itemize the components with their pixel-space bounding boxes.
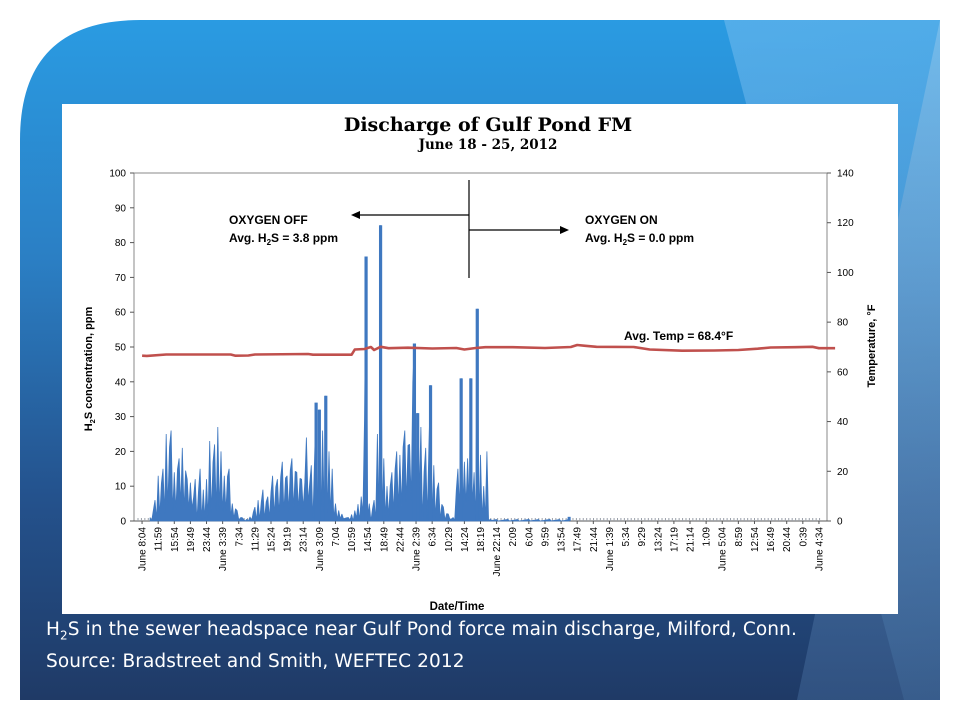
y-left-tick-label: 10 xyxy=(115,482,127,493)
x-tick-label: 10:59 xyxy=(347,527,358,552)
x-tick-label: June 22:14 xyxy=(492,527,503,577)
x-tick-label: 10:29 xyxy=(444,527,455,552)
x-tick-label: June 3:09 xyxy=(315,527,326,571)
slide-caption: H2S in the sewer headspace near Gulf Pon… xyxy=(46,617,926,675)
oxygen-off-arrowhead xyxy=(351,211,360,219)
y-left-tick-label: 60 xyxy=(115,308,127,319)
h2s-temperature-chart: Discharge of Gulf Pond FM June 18 - 25, … xyxy=(83,114,878,613)
y-right-tick-label: 100 xyxy=(837,268,854,279)
x-tick-label: 17:19 xyxy=(669,527,680,552)
y-right-tick-label: 60 xyxy=(837,367,849,378)
y-left-tick-label: 100 xyxy=(109,169,126,180)
x-tick-label: 18:19 xyxy=(476,527,487,552)
x-tick-label: 5:34 xyxy=(621,527,632,547)
y-left-tick-label: 70 xyxy=(115,273,127,284)
caption-line-1: H2S in the sewer headspace near Gulf Pon… xyxy=(46,619,797,643)
x-tick-label: 23:44 xyxy=(202,527,213,552)
x-tick-label: 11:29 xyxy=(250,527,261,552)
x-tick-label: 0:39 xyxy=(798,527,809,547)
x-tick-label: 8:59 xyxy=(734,527,745,547)
x-tick-label: 9:59 xyxy=(540,527,551,547)
y-right-tick-label: 0 xyxy=(837,517,843,528)
y-axis-right-label: Temperature, °F xyxy=(866,304,878,387)
x-tick-label: 22:44 xyxy=(395,527,406,552)
y-right-tick-label: 120 xyxy=(837,218,854,229)
x-tick-label: 14:54 xyxy=(363,527,374,552)
x-tick-label: 13:24 xyxy=(653,527,664,552)
y-left-tick-label: 30 xyxy=(115,412,127,423)
x-tick-label: 20:44 xyxy=(782,527,793,552)
h2s-series-area xyxy=(149,225,570,522)
x-tick-label: 7:34 xyxy=(234,527,245,547)
y-right-tick-label: 20 xyxy=(837,467,849,478)
x-tick-label: 23:14 xyxy=(299,527,310,552)
x-tick-label: 2:09 xyxy=(508,527,519,547)
x-tick-label: 19:49 xyxy=(186,527,197,552)
y-right-tick-label: 140 xyxy=(837,169,854,180)
x-tick-label: 12:54 xyxy=(750,527,761,552)
x-tick-label: June 2:39 xyxy=(412,527,423,571)
x-tick-label: 9:29 xyxy=(637,527,648,547)
y-left-tick-label: 90 xyxy=(115,203,127,214)
plot-area: 0 10 20 30 40 50 60 70 80 90 100 0 20 40 60 80 100 120 140… xyxy=(109,169,854,577)
y-left-tick-label: 50 xyxy=(115,343,127,354)
x-tick-label: 17:49 xyxy=(573,527,584,552)
x-tick-label: 11:59 xyxy=(154,527,165,552)
oxygen-on-title: OXYGEN ON xyxy=(585,213,658,227)
x-tick-label: 7:04 xyxy=(331,527,342,547)
y-axis-left-label: H2S concentration, ppm xyxy=(83,306,97,431)
x-tick-label: June 5:04 xyxy=(718,527,729,571)
chart-container: Discharge of Gulf Pond FM June 18 - 25, … xyxy=(62,104,898,614)
x-tick-label: 15:54 xyxy=(170,527,181,552)
x-tick-label: 14:24 xyxy=(460,527,471,552)
temperature-series-line xyxy=(142,343,836,358)
avg-temp-annotation: Avg. Temp = 68.4°F xyxy=(624,329,733,343)
x-tick-label: 1:09 xyxy=(702,527,713,547)
y-right-tick-label: 40 xyxy=(837,417,849,428)
x-tick-label: 21:44 xyxy=(589,527,600,552)
oxygen-on-arrowhead xyxy=(560,226,569,234)
oxygen-off-title: OXYGEN OFF xyxy=(229,213,308,227)
x-tick-label: 21:14 xyxy=(686,527,697,552)
y-left-tick-label: 80 xyxy=(115,238,127,249)
x-tick-label: 6:04 xyxy=(524,527,535,547)
chart-title: Discharge of Gulf Pond FM xyxy=(344,114,632,136)
oxygen-on-avg: Avg. H2S = 0.0 ppm xyxy=(585,231,694,247)
x-tick-label: June 8:04 xyxy=(138,527,149,571)
x-tick-label: 16:49 xyxy=(766,527,777,552)
x-tick-label: June 3:39 xyxy=(218,527,229,571)
x-tick-label: 19:19 xyxy=(283,527,294,552)
x-tick-label: 15:24 xyxy=(266,527,277,552)
caption-line-2: Source: Bradstreet and Smith, WEFTEC 201… xyxy=(46,650,465,672)
x-tick-label: June 4:34 xyxy=(814,527,825,571)
y-right-tick-label: 80 xyxy=(837,318,849,329)
x-tick-label: 6:34 xyxy=(428,527,439,547)
chart-subtitle: June 18 - 25, 2012 xyxy=(418,137,558,153)
y-left-tick-label: 40 xyxy=(115,377,127,388)
x-tick-label: June 1:39 xyxy=(605,527,616,571)
x-tick-label: 13:54 xyxy=(557,527,568,552)
oxygen-off-avg: Avg. H2S = 3.8 ppm xyxy=(229,231,338,247)
y-left-tick-label: 0 xyxy=(120,517,126,528)
x-axis-label: Date/Time xyxy=(430,601,485,613)
x-tick-label: 18:49 xyxy=(379,527,390,552)
y-left-tick-label: 20 xyxy=(115,447,127,458)
